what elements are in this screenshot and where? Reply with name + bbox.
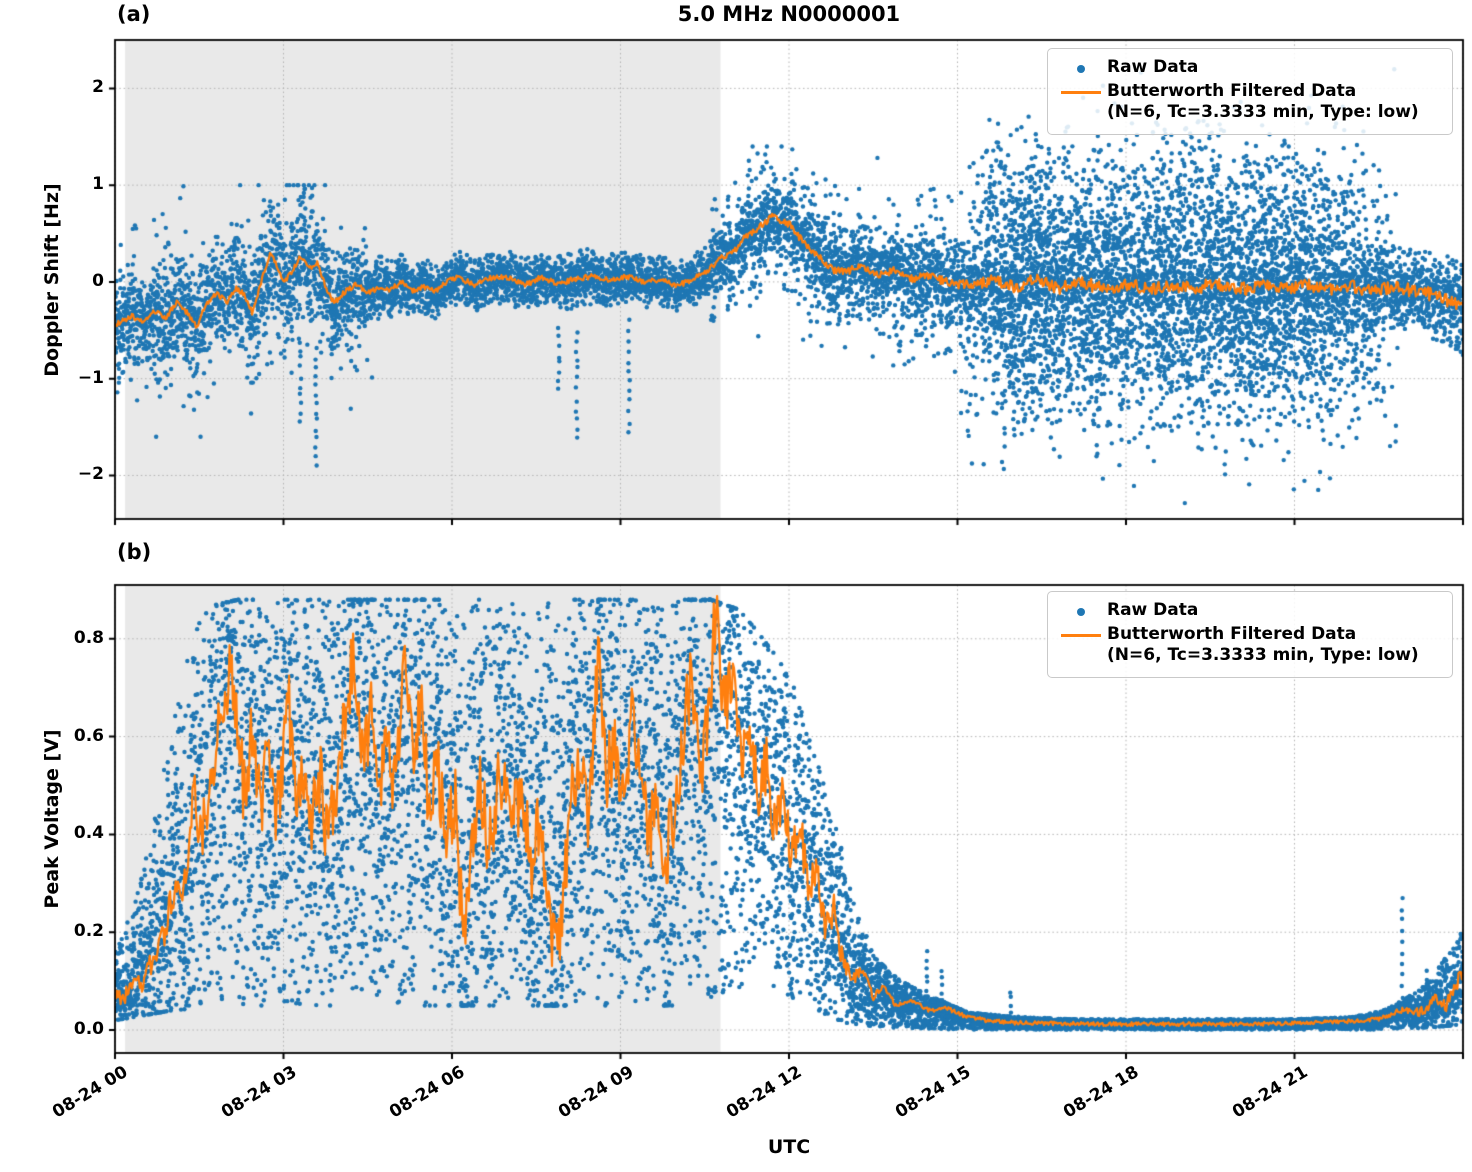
y-tick-label-b: 0.0	[73, 1019, 104, 1040]
chart-title: 5.0 MHz N0000001	[677, 2, 901, 26]
x-axis-label: UTC	[767, 1136, 811, 1158]
y-tick-label-b: 0.2	[73, 921, 104, 942]
legend-a-filtered-line2: (N=6, Tc=3.3333 min, Type: low)	[1107, 102, 1419, 123]
legend-a-raw-row: Raw Data	[1055, 57, 1442, 80]
panel-a-label: (a)	[117, 2, 151, 26]
filtered-line-icon	[1055, 81, 1107, 104]
legend-b-raw-label: Raw Data	[1107, 600, 1199, 620]
legend-a-filtered-line1: Butterworth Filtered Data	[1107, 81, 1357, 101]
legend-b-raw-row: Raw Data	[1055, 600, 1442, 623]
legend-a-raw-label: Raw Data	[1107, 57, 1199, 77]
y-tick-label-b: 0.4	[73, 823, 104, 844]
y-tick-label-a: 1	[92, 174, 104, 195]
y-tick-label-a: 2	[92, 77, 104, 98]
y-tick-label-b: 0.6	[73, 725, 104, 746]
y-tick-label-a: 0	[92, 270, 104, 291]
legend-b-filtered-line2: (N=6, Tc=3.3333 min, Type: low)	[1107, 645, 1419, 666]
raw-data-dot-icon	[1055, 57, 1107, 80]
legend-a-filtered-row: Butterworth Filtered Data (N=6, Tc=3.333…	[1055, 81, 1442, 124]
y-axis-label-b: Peak Voltage [V]	[41, 729, 63, 909]
legend-a-filtered-label: Butterworth Filtered Data (N=6, Tc=3.333…	[1107, 81, 1419, 124]
legend-b-filtered-line1: Butterworth Filtered Data	[1107, 624, 1357, 644]
raw-data-dot-icon	[1055, 600, 1107, 623]
legend-b-filtered-label: Butterworth Filtered Data (N=6, Tc=3.333…	[1107, 624, 1419, 667]
y-tick-label-a: −2	[77, 464, 104, 485]
panel-b-label: (b)	[117, 540, 152, 564]
filtered-line-icon	[1055, 624, 1107, 647]
y-tick-label-a: −1	[77, 367, 104, 388]
y-tick-label-b: 0.8	[73, 627, 104, 648]
legend-b-filtered-row: Butterworth Filtered Data (N=6, Tc=3.333…	[1055, 624, 1442, 667]
legend-b: Raw Data Butterworth Filtered Data (N=6,…	[1047, 591, 1453, 678]
legend-a: Raw Data Butterworth Filtered Data (N=6,…	[1047, 48, 1453, 135]
